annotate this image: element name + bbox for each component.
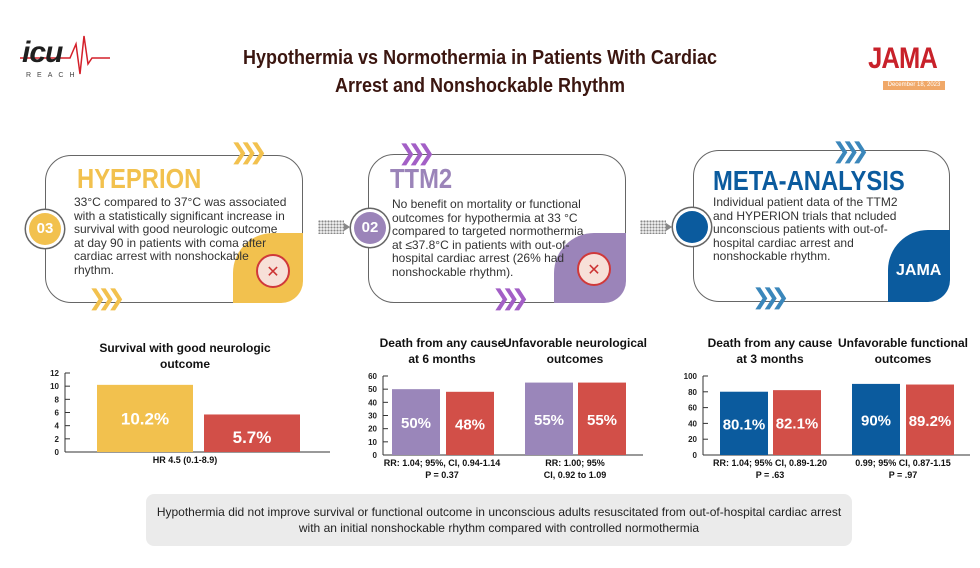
y-tick-label: 0 xyxy=(373,451,378,460)
bar-data-label: 90% xyxy=(861,412,891,429)
step-badge: 02 xyxy=(354,212,386,244)
card-title: TTM2 xyxy=(390,163,453,194)
dotted-arrow-icon xyxy=(640,220,672,234)
logo-reach-text: REACH xyxy=(26,72,81,79)
y-tick-label: 2 xyxy=(55,435,60,444)
jama-badge-label: JAMA xyxy=(896,262,942,279)
chart-title: at 6 months xyxy=(408,352,476,366)
bar-data-label: 89.2% xyxy=(909,413,952,430)
y-tick-label: 6 xyxy=(55,409,60,418)
bar xyxy=(852,383,900,455)
y-tick-label: 20 xyxy=(688,435,697,444)
statistics-annotation: RR: 1.04; 95%, CI, 0.94-1.14 xyxy=(384,458,501,468)
chevron-arrow-icon: ❯❯❯ xyxy=(752,285,789,310)
statistics-annotation: 0.99; 95% CI, 0.87-1.15 xyxy=(855,458,951,468)
y-tick-label: 0 xyxy=(693,451,698,460)
card-body: 33°C compared to 37°C was associated wit… xyxy=(74,195,287,277)
y-tick-label: 60 xyxy=(368,372,377,381)
card-title: META-ANALYSIS xyxy=(713,165,905,196)
bar xyxy=(204,414,300,452)
bar-data-label: 10.2% xyxy=(121,409,169,428)
bar xyxy=(525,382,573,455)
page-title: Hypothermia vs Normothermia in Patients … xyxy=(243,47,717,97)
publication-date: December 18, 2023 xyxy=(883,81,945,90)
card-meta-analysis xyxy=(693,150,950,302)
chevron-arrow-icon: ❯❯❯ xyxy=(832,139,869,164)
chart-title: at 3 months xyxy=(736,352,804,366)
bar-data-label: 50% xyxy=(401,415,431,432)
icu-reach-logo: icu REACH xyxy=(20,34,110,84)
card-corner-shape xyxy=(888,230,950,302)
y-tick-label: 40 xyxy=(688,419,697,428)
bar-data-label: 55% xyxy=(534,412,564,429)
chevron-arrow-icon: ❯❯❯ xyxy=(398,141,435,166)
bar xyxy=(773,390,821,455)
chart-title: Survival with good neurologic xyxy=(99,341,271,355)
card-body: Individual patient data of the TTM2 and … xyxy=(713,195,898,264)
bar-data-label: 82.1% xyxy=(776,416,819,433)
statistics-annotation: P = 0.37 xyxy=(425,470,459,480)
card-title: HYEPRION xyxy=(77,163,202,194)
chart-title: Unfavorable neurological xyxy=(503,336,647,350)
bar xyxy=(720,391,768,455)
bar-data-label: 55% xyxy=(587,412,617,429)
card-ttm2 xyxy=(368,154,626,303)
y-tick-label: 10 xyxy=(50,382,59,391)
conclusion-box: Hypothermia did not improve survival or … xyxy=(146,494,852,546)
bar xyxy=(392,389,440,455)
chart-title: Unfavorable functional xyxy=(838,336,968,350)
bar-data-label: 5.7% xyxy=(233,428,272,447)
statistics-annotation: RR: 1.04; 95% CI, 0.89-1.20 xyxy=(713,458,827,468)
y-tick-label: 80 xyxy=(688,388,697,397)
chevron-arrow-icon: ❯❯❯ xyxy=(88,286,125,311)
statistics-annotation: RR: 1.00; 95% xyxy=(545,458,605,468)
y-tick-label: 60 xyxy=(688,404,697,413)
y-tick-label: 50 xyxy=(368,385,377,394)
y-tick-label: 8 xyxy=(55,395,60,404)
chart-title: outcomes xyxy=(875,352,932,366)
logo-icu-text: icu xyxy=(22,36,63,69)
y-tick-label: 30 xyxy=(368,412,377,421)
card-hyeprion xyxy=(45,155,303,303)
dotted-arrow-icon xyxy=(318,220,350,234)
step-badge: 03 xyxy=(29,213,61,245)
statistics-annotation: HR 4.5 (0.1-8.9) xyxy=(153,455,218,465)
chart-title: outcomes xyxy=(547,352,604,366)
bar xyxy=(906,384,954,455)
y-tick-label: 0 xyxy=(55,448,60,457)
card-body: No benefit on mortality or functional ou… xyxy=(392,197,584,279)
chevron-arrow-icon: ❯❯❯ xyxy=(492,286,529,311)
y-tick-label: 100 xyxy=(684,372,698,381)
y-tick-label: 10 xyxy=(368,438,377,447)
jama-logo: JAMA xyxy=(868,42,938,75)
chart-title: Death from any cause xyxy=(380,336,505,350)
y-tick-label: 40 xyxy=(368,398,377,407)
bar xyxy=(446,391,494,455)
chart-title: outcome xyxy=(160,357,210,371)
statistics-annotation: P = .97 xyxy=(889,470,918,480)
y-tick-label: 12 xyxy=(50,369,59,378)
statistics-annotation: P = .63 xyxy=(756,470,785,480)
seal-icon xyxy=(256,254,290,288)
heartbeat-icon xyxy=(20,35,110,75)
y-tick-label: 4 xyxy=(55,422,60,431)
bar xyxy=(97,384,193,452)
bar-data-label: 80.1% xyxy=(723,416,766,433)
bar-data-label: 48% xyxy=(455,416,485,433)
step-badge xyxy=(676,211,708,243)
chevron-arrow-icon: ❯❯❯ xyxy=(230,140,267,165)
y-tick-label: 20 xyxy=(368,425,377,434)
bar xyxy=(578,382,626,455)
statistics-annotation: CI, 0.92 to 1.09 xyxy=(544,470,607,480)
chart-title: Death from any cause xyxy=(708,336,833,350)
seal-icon xyxy=(577,252,611,286)
